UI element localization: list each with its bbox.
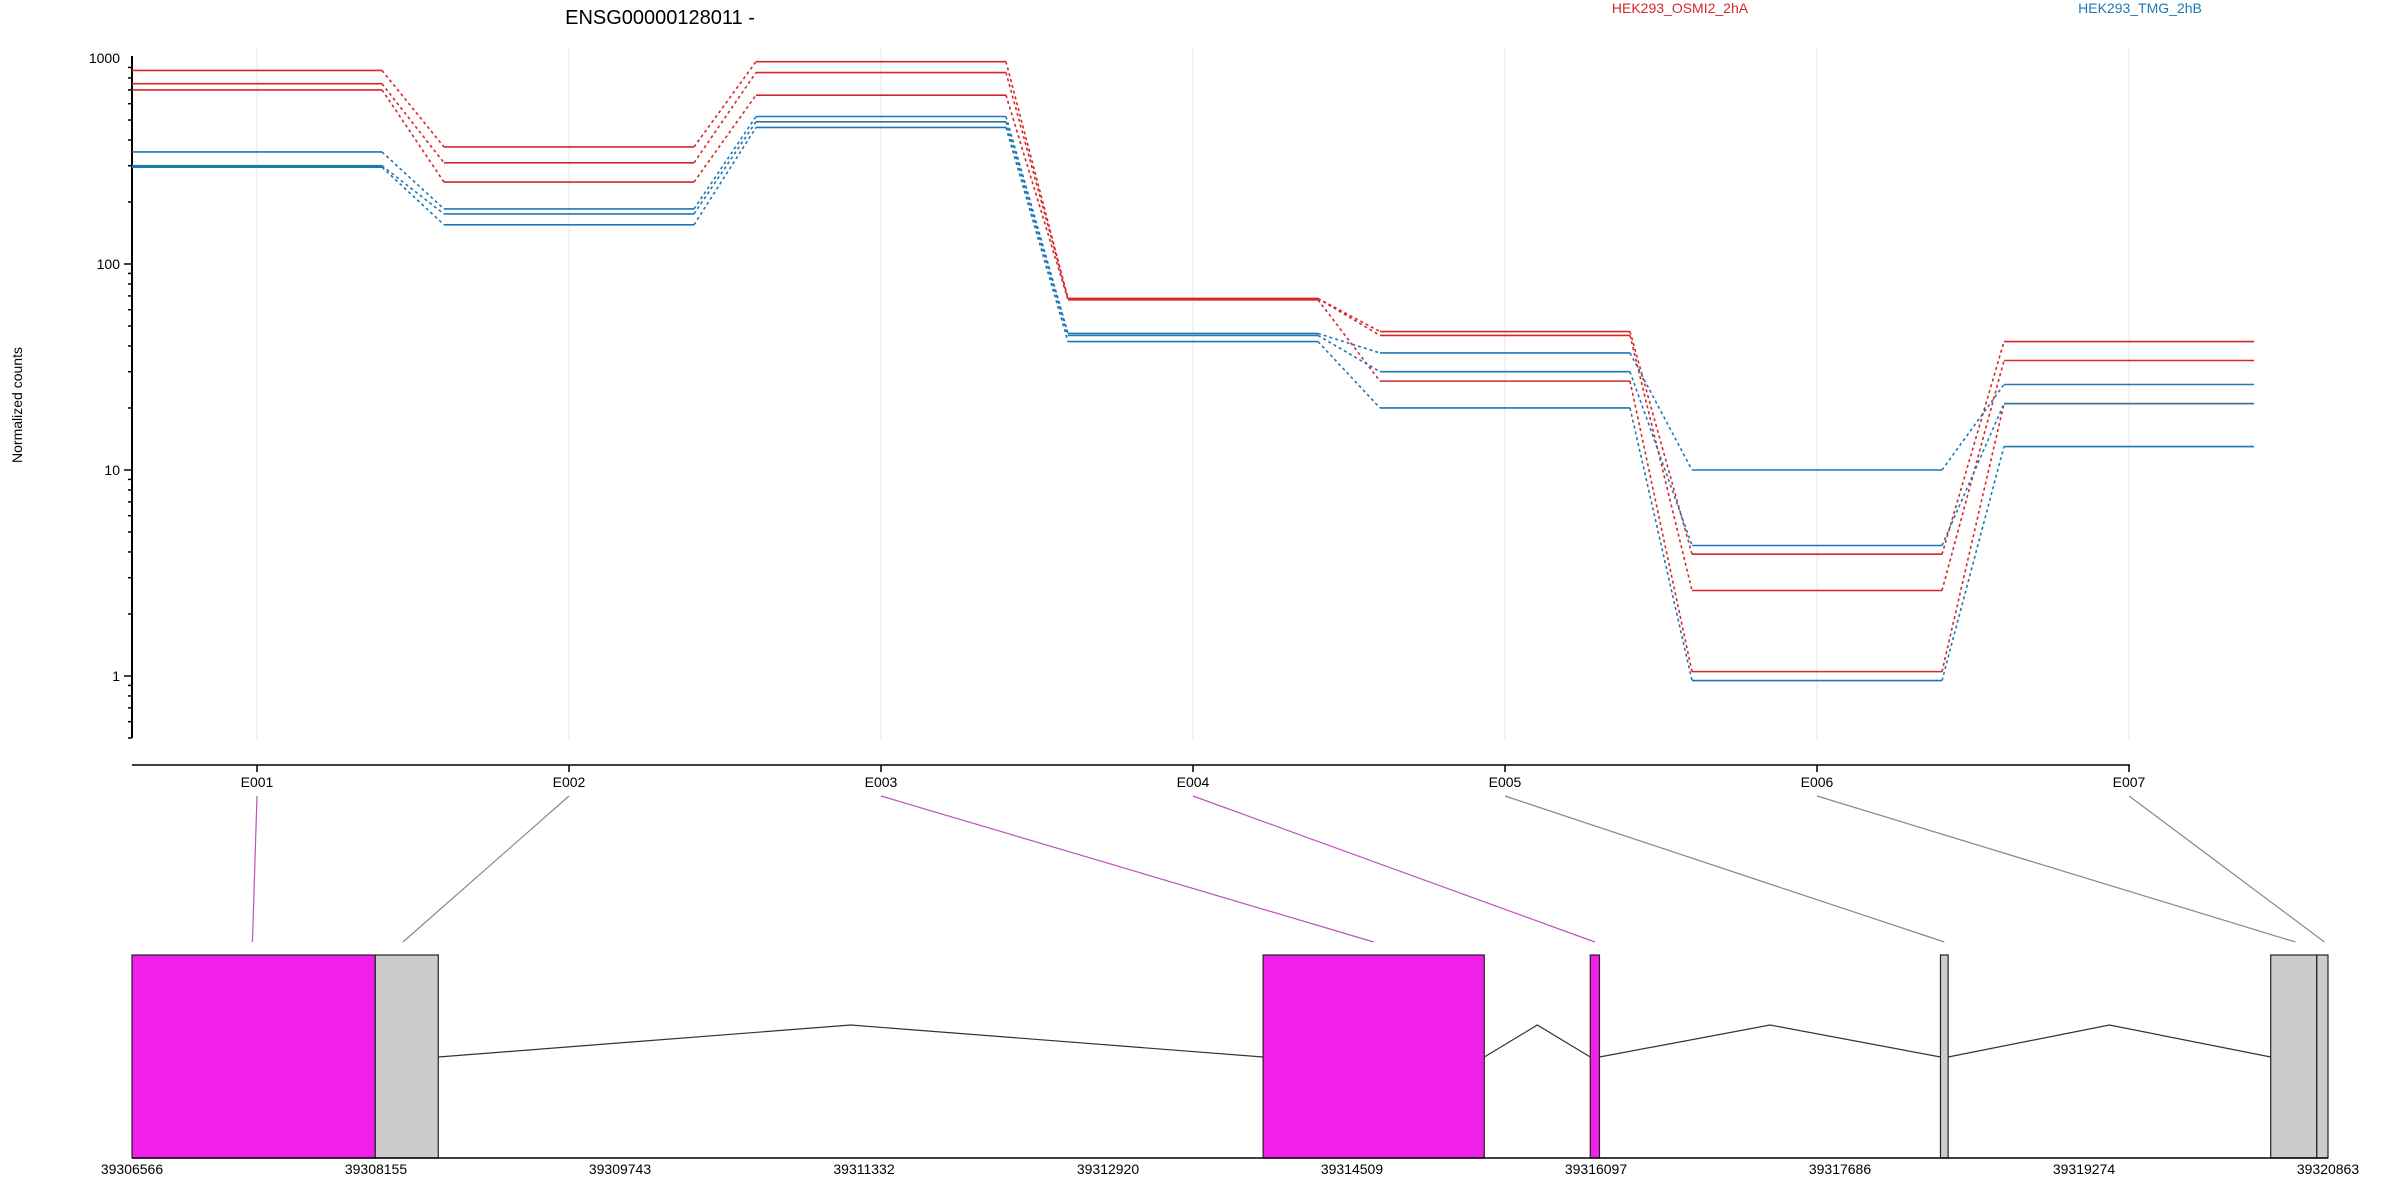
exon-box-3 xyxy=(1262,954,1485,1159)
coordinate-tick-label: 39319274 xyxy=(2053,1161,2116,1177)
coordinate-tick-label: 39306566 xyxy=(101,1161,164,1177)
x-tick-label: E002 xyxy=(553,774,586,790)
exon-link-E006 xyxy=(1816,795,2296,943)
connector-segment xyxy=(381,166,445,226)
exon-box-4 xyxy=(1589,954,1601,1159)
connector-segment xyxy=(693,72,757,164)
connector-segment xyxy=(381,83,445,164)
connector-segment xyxy=(1629,331,1693,555)
exon-link-E005 xyxy=(1504,795,1945,943)
y-tick-label: 100 xyxy=(97,256,121,272)
series-5 xyxy=(132,126,2254,682)
x-tick-label: E006 xyxy=(1801,774,1834,790)
connector-segment xyxy=(1005,127,1069,342)
coordinate-tick-label: 39308155 xyxy=(345,1161,408,1177)
exon-box-7 xyxy=(2316,954,2329,1159)
connector-segment xyxy=(1317,334,1381,373)
gene-model: 39306566 39308155 39309743 39311332 39312920… xyxy=(101,954,2360,1177)
exon-box-6 xyxy=(2270,954,2318,1159)
y-tick-label: 10 xyxy=(104,462,120,478)
exon-link-E004 xyxy=(1192,795,1596,943)
legend-label-tmg: HEK293_TMG_2hB xyxy=(2078,0,2202,16)
series-lines xyxy=(132,60,2254,682)
coordinate-axis: 39306566 39308155 39309743 39311332 39312920… xyxy=(101,1157,2360,1177)
y-tick-label: 1000 xyxy=(89,50,120,66)
exon-link-E002 xyxy=(402,795,570,943)
coordinate-tick-label: 39312920 xyxy=(1077,1161,1140,1177)
connector-segment xyxy=(381,69,445,148)
connector-segment xyxy=(1005,121,1069,336)
intron-line xyxy=(1948,1024,2271,1058)
connector-segment xyxy=(1941,446,2005,681)
x-tick-label: E007 xyxy=(2113,774,2146,790)
connector-segment xyxy=(1629,380,1693,672)
y-axis: 1 10 100 1000 xyxy=(89,50,133,739)
counts-plot: ENSG00000128011 - HEK293_OSMI2_2hA HEK29… xyxy=(9,0,2254,790)
exon-link-lines xyxy=(251,795,2325,943)
x-tick-label: E004 xyxy=(1177,774,1210,790)
connector-segment xyxy=(381,89,445,183)
connector-segment xyxy=(1005,72,1069,299)
connector-segment xyxy=(1317,297,1381,337)
coordinate-tick-label: 39320863 xyxy=(2297,1161,2360,1177)
plot-title: ENSG00000128011 - xyxy=(565,7,755,29)
connector-segment xyxy=(1629,371,1693,546)
connector-segment xyxy=(1629,352,1693,471)
y-axis-label: Normalized counts xyxy=(9,347,25,463)
connector-segment xyxy=(693,121,757,215)
x-tick-label: E001 xyxy=(241,774,274,790)
connector-segment xyxy=(1941,341,2005,555)
exon-box-2 xyxy=(374,954,439,1159)
connector-segment xyxy=(693,127,757,226)
connector-segment xyxy=(1317,299,1381,382)
exon-boxes xyxy=(131,954,2329,1159)
exon-link-E007 xyxy=(2128,795,2325,943)
x-axis: E001 E002 E003 E004 E005 E006 E007 xyxy=(132,764,2146,790)
connector-segment xyxy=(693,61,757,148)
connector-segment xyxy=(1317,297,1381,333)
intron-line xyxy=(1483,1024,1591,1058)
coordinate-tick-label: 39317686 xyxy=(1809,1161,1872,1177)
connector-segment xyxy=(1005,61,1069,299)
legend-label-osmi2: HEK293_OSMI2_2hA xyxy=(1612,0,1749,16)
intron-line xyxy=(1599,1024,1941,1058)
exon-box-5 xyxy=(1939,954,1949,1159)
connector-segment xyxy=(381,151,445,210)
connector-segment xyxy=(693,116,757,210)
connector-segment xyxy=(1941,403,2005,672)
coordinate-tick-label: 39309743 xyxy=(589,1161,652,1177)
connector-segment xyxy=(1317,332,1381,354)
connector-segment xyxy=(1629,335,1693,591)
exon-link-E001 xyxy=(251,795,258,943)
exon-box-1 xyxy=(131,954,376,1159)
connector-segment xyxy=(1629,407,1693,681)
y-tick-label: 1 xyxy=(112,668,120,684)
series-1 xyxy=(132,71,2254,592)
connector-segment xyxy=(1941,360,2005,591)
series-4 xyxy=(132,121,2254,547)
intron-lines xyxy=(438,1024,2271,1058)
connector-segment xyxy=(1317,341,1381,409)
coordinate-tick-label: 39316097 xyxy=(1565,1161,1628,1177)
connector-segment xyxy=(381,165,445,215)
intron-line xyxy=(438,1024,1264,1058)
connector-segment xyxy=(1005,94,1069,301)
grid-lines xyxy=(256,48,2130,740)
exon-link-E003 xyxy=(880,795,1374,943)
x-tick-label: E003 xyxy=(865,774,898,790)
connector-segment xyxy=(1941,403,2005,546)
coordinate-tick-label: 39314509 xyxy=(1321,1161,1384,1177)
coordinate-tick-label: 39311332 xyxy=(833,1161,894,1177)
x-tick-label: E005 xyxy=(1489,774,1522,790)
